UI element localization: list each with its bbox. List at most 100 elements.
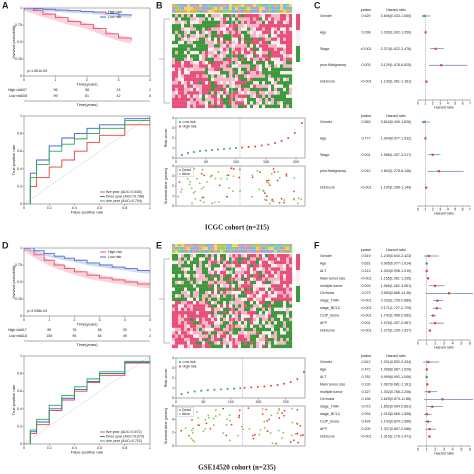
heatmap-cell [244, 54, 248, 58]
heatmap-cell [232, 301, 236, 305]
heatmap-cell [271, 74, 275, 78]
heatmap-cell [178, 294, 182, 298]
heatmap-cell [259, 257, 263, 261]
heatmap-cell [232, 50, 236, 55]
roc-curve [24, 116, 150, 204]
heatmap-cell [190, 34, 194, 38]
heatmap-cell [253, 260, 257, 265]
legend-label: Dead [182, 168, 191, 172]
heatmap-cell [268, 307, 272, 312]
risk-table-cell: 81 [85, 94, 89, 98]
status-point [214, 409, 217, 411]
heatmap-cell [277, 40, 281, 45]
heatmap-cell [238, 97, 242, 102]
status-point [184, 427, 187, 429]
hr-marker [427, 360, 430, 364]
heatmap-cell [289, 74, 293, 78]
heatmap-cell [238, 71, 242, 75]
heatmap-cell [277, 67, 281, 72]
annotation-cell [259, 247, 263, 250]
heatmap-cell [271, 97, 275, 102]
x-tick-label: 2 [434, 341, 436, 345]
heatmap-cell [235, 297, 239, 302]
heatmap-cell [268, 254, 272, 258]
heatmap-cell [190, 334, 194, 339]
roc-curve [24, 116, 150, 204]
heatmap-cell [199, 314, 203, 318]
annotation-cell [238, 4, 242, 7]
column-header: Hazard ratio [386, 114, 406, 118]
heatmap-cell [196, 20, 200, 25]
heatmap-cell [271, 57, 275, 62]
heatmap-cell [220, 257, 224, 261]
heatmap-cell [226, 254, 230, 258]
heatmap-cell [259, 294, 263, 298]
heatmap-cell [172, 267, 176, 271]
heatmap-cell [259, 290, 263, 295]
y-tick-label: 2 [172, 184, 174, 188]
x-tick-label: 2 [432, 207, 434, 211]
y-tick-label: 1 [20, 354, 22, 358]
row-pvalue: 0.424 [362, 420, 371, 424]
heatmap-cell [229, 40, 233, 45]
heatmap-cell [280, 94, 284, 99]
heatmap-cell [268, 24, 272, 28]
heatmap-cell [238, 301, 242, 305]
heatmap-cell [181, 64, 185, 68]
heatmap-cell [211, 301, 215, 305]
heatmap-cell [217, 254, 221, 258]
heatmap-cell [235, 314, 239, 318]
panel-letter: A [2, 0, 9, 10]
heatmap-cell [175, 101, 179, 105]
heatmap-cell [271, 77, 275, 82]
heatmap-cell [205, 94, 209, 99]
heatmap-cell [247, 257, 251, 261]
heatmap-cell [172, 270, 176, 275]
heatmap-cell [196, 341, 200, 345]
heatmap-cell [289, 84, 293, 88]
annotation-cell [286, 250, 290, 253]
heatmap-cell [277, 54, 281, 58]
heatmap-cell [223, 87, 227, 92]
heatmap-cell [187, 321, 191, 325]
annotation-cell [220, 247, 224, 250]
heatmap-cell [286, 301, 290, 305]
heatmap-cell [223, 290, 227, 295]
heatmap-cell [181, 321, 185, 325]
heatmap-cell [172, 257, 176, 261]
heatmap-cell [259, 40, 263, 45]
heatmap-cell [232, 280, 236, 285]
row-hr: 1.100(1.058-1.144) [381, 186, 412, 190]
heatmap-cell [253, 77, 257, 82]
heatmap-cell [241, 37, 245, 41]
heatmap-cell [238, 287, 242, 292]
heatmap-cell [283, 277, 287, 281]
heatmap-cell [250, 254, 254, 258]
heatmap-cell [193, 274, 197, 278]
heatmap-cell [184, 24, 188, 28]
heatmap-cell [205, 67, 209, 72]
risk-point [267, 143, 270, 146]
status-point [269, 432, 272, 434]
heatmap-cell [283, 81, 287, 85]
heatmap-cell [202, 257, 206, 261]
heatmap-cell [226, 287, 230, 292]
heatmap-cell [241, 331, 245, 335]
heatmap-cell [190, 277, 194, 281]
heatmap-cell [280, 47, 284, 52]
status-point [230, 423, 233, 426]
status-point [189, 180, 192, 183]
y-tick-label: 1 [172, 386, 174, 390]
heatmap-cell [238, 50, 242, 55]
heatmap-cell [235, 264, 239, 268]
heatmap-cell [250, 324, 254, 328]
status-point [294, 432, 297, 435]
heatmap-cell [172, 50, 176, 55]
heatmap-cell [214, 254, 218, 258]
status-point [277, 429, 280, 432]
heatmap-cell [205, 87, 209, 92]
row-pvalue: 0.472 [362, 367, 371, 371]
heatmap-cell [232, 260, 236, 265]
y-tick-label: 2 [172, 376, 174, 380]
heatmap-cell [289, 294, 293, 298]
